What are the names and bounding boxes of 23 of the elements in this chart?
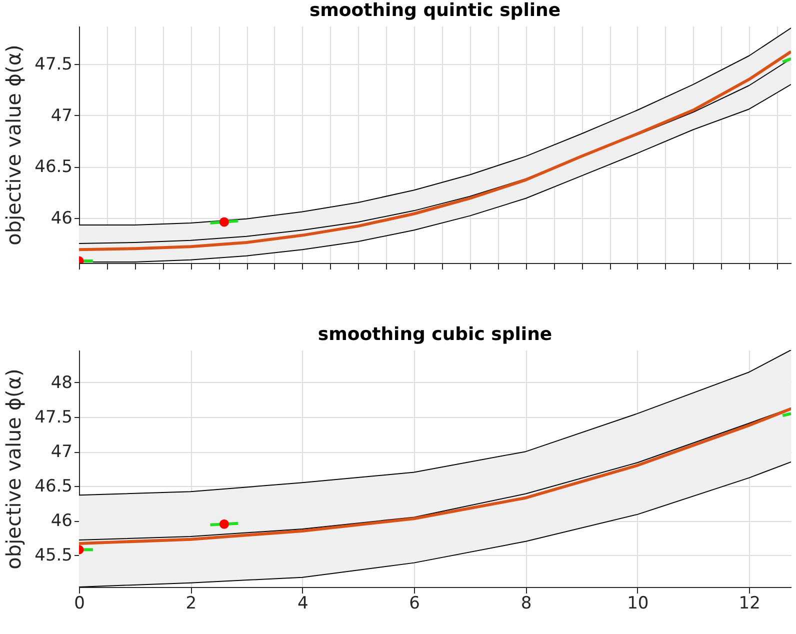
y-tick-label: 47.5 xyxy=(34,54,72,74)
chart-title: smoothing cubic spline xyxy=(318,324,552,345)
y-tick-label: 46 xyxy=(50,511,72,532)
chart-title: smoothing quintic spline xyxy=(309,0,561,21)
x-tick-label: 4 xyxy=(297,594,308,614)
y-tick-label: 47.5 xyxy=(34,408,72,428)
x-tick-label: 8 xyxy=(520,594,532,614)
y-axis-title: objective value ϕ(α) xyxy=(2,44,26,246)
y-axis-title: objective value ϕ(α) xyxy=(2,368,26,570)
y-tick-label: 47 xyxy=(50,106,72,126)
y-tick-label: 46.5 xyxy=(34,476,72,497)
x-tick-label: 6 xyxy=(409,594,420,614)
y-tick-label: 46.5 xyxy=(34,157,72,178)
y-tick-label: 46 xyxy=(50,208,72,228)
line-series xyxy=(79,28,791,226)
y-tick-label: 47 xyxy=(50,442,72,462)
x-tick-label: 12 xyxy=(738,594,760,614)
x-tick-label: 2 xyxy=(186,594,197,614)
line-series xyxy=(79,350,791,496)
y-tick-label: 45.5 xyxy=(34,546,72,566)
y-tick-label: 48 xyxy=(50,372,72,393)
x-tick-label: 10 xyxy=(627,594,649,614)
x-tick-label: 0 xyxy=(74,594,85,614)
